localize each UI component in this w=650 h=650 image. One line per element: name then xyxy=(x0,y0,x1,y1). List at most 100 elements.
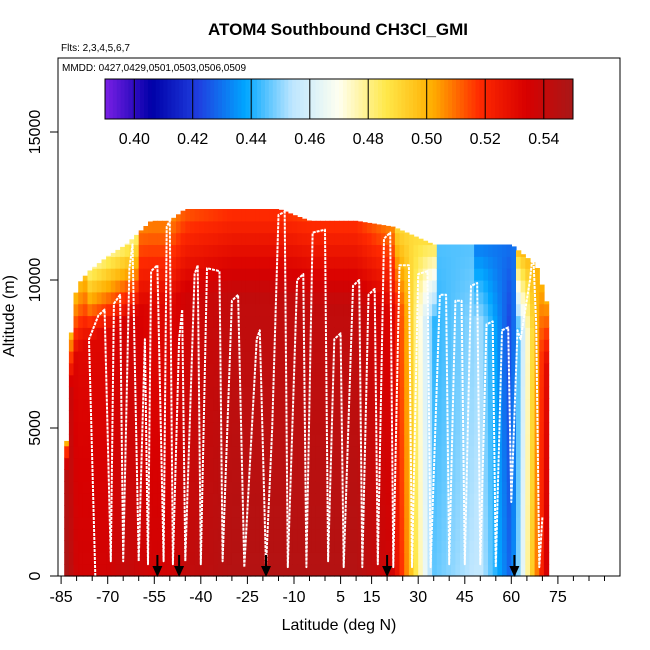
curtain-cell xyxy=(250,552,256,565)
curtain-cell xyxy=(301,362,307,376)
curtain-cell xyxy=(231,398,238,411)
curtain-cell xyxy=(422,469,429,482)
curtain-cell xyxy=(460,244,466,257)
curtain-cell xyxy=(394,505,401,518)
curtain-cell xyxy=(399,303,405,317)
curtain-cell xyxy=(404,386,410,399)
curtain-cell xyxy=(376,291,382,305)
curtain-cell xyxy=(82,505,89,518)
curtain-cell xyxy=(432,505,438,518)
curtain-cell xyxy=(217,516,224,530)
curtain-cell xyxy=(413,505,419,518)
curtain-cell xyxy=(166,422,172,435)
curtain-cell xyxy=(320,362,326,376)
curtain-cell xyxy=(180,210,186,222)
curtain-cell xyxy=(418,291,424,305)
curtain-cell xyxy=(110,291,117,305)
curtain-cell xyxy=(320,386,326,399)
curtain-cell xyxy=(502,564,508,577)
curtain-cell xyxy=(362,362,368,376)
curtain-cell xyxy=(474,493,480,506)
curtain-cell xyxy=(422,244,429,257)
curtain-cell xyxy=(460,457,466,470)
curtain-cell xyxy=(78,351,84,364)
curtain-cell xyxy=(143,351,149,364)
curtain-cell xyxy=(115,362,121,376)
curtain-cell xyxy=(92,303,98,317)
curtain-cell xyxy=(408,516,415,530)
curtain-cell xyxy=(292,552,298,565)
curtain-cell xyxy=(287,220,294,234)
curtain-cell xyxy=(250,209,256,222)
curtain-cell xyxy=(259,398,266,411)
curtain-cell xyxy=(269,268,275,281)
curtain-cell xyxy=(152,291,158,305)
curtain-cell xyxy=(297,256,303,269)
curtain-cell xyxy=(399,386,405,399)
curtain-cell xyxy=(203,220,210,234)
curtain-cell xyxy=(371,268,377,281)
curtain-cell xyxy=(366,422,373,435)
curtain-cell xyxy=(185,505,191,518)
curtain-cell xyxy=(530,552,536,565)
curtain-cell xyxy=(380,564,387,577)
curtain-cell xyxy=(194,256,200,269)
curtain-cell xyxy=(152,457,158,470)
curtain-cell xyxy=(190,374,196,388)
curtain-cell xyxy=(320,291,326,305)
curtain-cell xyxy=(157,445,163,459)
curtain-cell xyxy=(357,540,363,553)
curtain-cell xyxy=(413,315,419,328)
curtain-cell xyxy=(404,256,410,269)
curtain-cell xyxy=(436,481,443,494)
curtain-cell xyxy=(339,220,345,234)
curtain-cell xyxy=(394,469,401,482)
curtain-cell xyxy=(236,244,242,257)
curtain-cell xyxy=(385,410,391,423)
curtain-cell xyxy=(283,268,289,281)
curtain-cell xyxy=(287,213,294,222)
curtain-cell xyxy=(236,220,242,234)
curtain-cell xyxy=(96,552,103,565)
curtain-cell xyxy=(450,291,457,305)
curtain-cell xyxy=(292,505,298,518)
curtain-cell xyxy=(301,256,307,269)
curtain-cell xyxy=(171,422,177,435)
curtain-cell xyxy=(525,422,531,435)
colorbar-segment xyxy=(323,79,328,119)
curtain-cell xyxy=(166,327,172,340)
curtain-cell xyxy=(506,433,512,447)
colorbar-segment xyxy=(346,79,352,119)
curtain-cell xyxy=(110,552,117,565)
curtain-cell xyxy=(543,386,550,399)
curtain-cell xyxy=(320,410,326,423)
curtain-cell xyxy=(329,339,335,352)
curtain-cell xyxy=(516,564,522,577)
curtain-cell xyxy=(82,398,89,411)
curtain-cell xyxy=(534,362,540,376)
curtain-cell xyxy=(292,516,298,530)
curtain-cell xyxy=(287,422,294,435)
curtain-cell xyxy=(301,220,307,234)
curtain-cell xyxy=(110,398,117,411)
curtain-cell xyxy=(511,493,517,506)
curtain-cell xyxy=(329,552,335,565)
colorbar-segment xyxy=(385,79,391,119)
curtain-cell xyxy=(334,540,340,553)
colorbar-segment xyxy=(557,79,562,119)
curtain-cell xyxy=(343,386,349,399)
curtain-cell xyxy=(539,351,545,364)
curtain-cell xyxy=(483,268,489,281)
curtain-cell xyxy=(157,481,163,494)
curtain-cell xyxy=(264,280,270,293)
curtain-cell xyxy=(464,516,471,530)
curtain-cell xyxy=(488,433,494,447)
curtain-cell xyxy=(255,528,261,541)
curtain-cell xyxy=(194,493,200,506)
curtain-cell xyxy=(110,540,117,553)
curtain-cell xyxy=(171,564,177,577)
curtain-cell xyxy=(129,457,135,470)
curtain-cell xyxy=(231,433,238,447)
curtain-cell xyxy=(543,433,550,447)
curtain-cell xyxy=(353,410,359,423)
